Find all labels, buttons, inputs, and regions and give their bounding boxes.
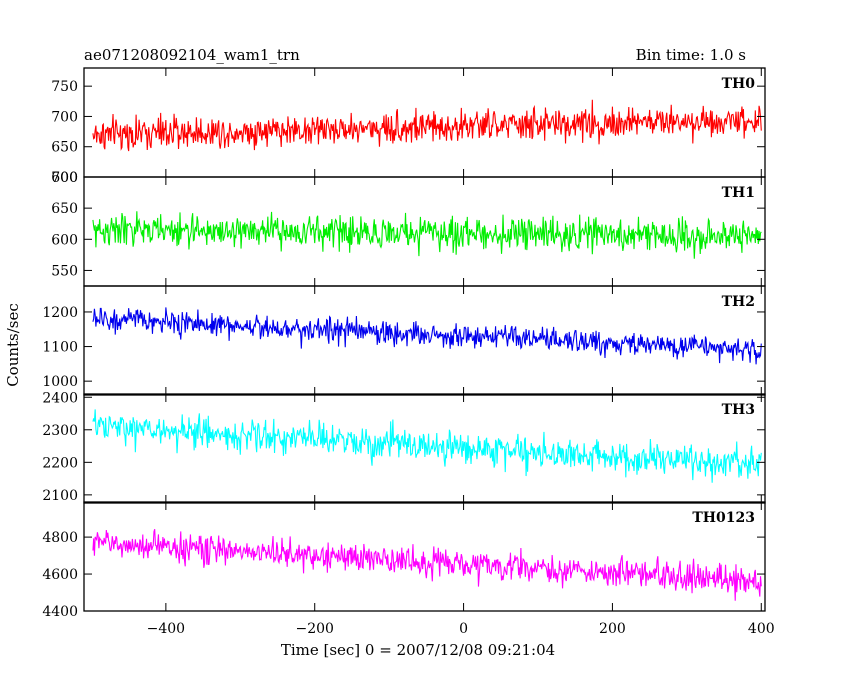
series-line-th3: [92, 409, 762, 483]
series-line-th0: [92, 99, 762, 152]
y-tick-label: 700: [51, 170, 78, 186]
y-tick-label: 4400: [42, 604, 78, 620]
x-tick-label: 0: [459, 621, 468, 637]
panel-label-th0123: TH0123: [692, 510, 755, 526]
y-tick-label: 2200: [42, 455, 78, 471]
y-tick-label: 4600: [42, 567, 78, 583]
y-tick-label: 700: [51, 109, 78, 125]
panel-label-th1: TH1: [722, 185, 755, 201]
y-tick-label: 2400: [42, 390, 78, 406]
x-tick-label: −400: [147, 621, 185, 637]
series-line-th1: [92, 211, 762, 259]
y-tick-label: 600: [51, 170, 78, 186]
panel-label-th3: TH3: [722, 402, 755, 418]
panel-label-th2: TH2: [722, 294, 755, 310]
y-tick-label: 650: [51, 201, 78, 217]
panel-frame-th0123: [83, 501, 766, 612]
y-tick-label: 600: [51, 232, 78, 248]
y-tick-label: 2100: [42, 488, 78, 504]
y-tick-label: 1200: [42, 305, 78, 321]
y-tick-label: 1000: [42, 374, 78, 390]
panels-group: TH0 600 650 700 750 TH1 550 600 650 700 TH2 1000 110…: [42, 67, 775, 637]
x-tick-label: 200: [599, 621, 626, 637]
x-tick-label: −200: [295, 621, 333, 637]
panel-frame-th2: [83, 285, 766, 396]
y-tick-label: 1100: [42, 340, 78, 356]
x-tick-label: 400: [748, 621, 775, 637]
y-tick-label: 650: [51, 140, 78, 156]
x-axis-label: Time [sec] 0 = 2007/12/08 09:21:04: [281, 641, 555, 659]
y-axis-label: Counts/sec: [4, 303, 22, 387]
y-tick-label: 2300: [42, 423, 78, 439]
series-line-th2: [92, 307, 762, 365]
y-tick-label: 750: [51, 79, 78, 95]
y-tick-label: 4800: [42, 530, 78, 546]
panel-frame-th3: [83, 393, 766, 504]
panel-label-th0: TH0: [722, 76, 756, 92]
series-line-th0123: [92, 529, 762, 601]
chart-title: ae071208092104_wam1_trn: [84, 46, 300, 64]
y-tick-label: 550: [51, 263, 78, 279]
bin-time-label: Bin time: 1.0 s: [636, 46, 746, 64]
